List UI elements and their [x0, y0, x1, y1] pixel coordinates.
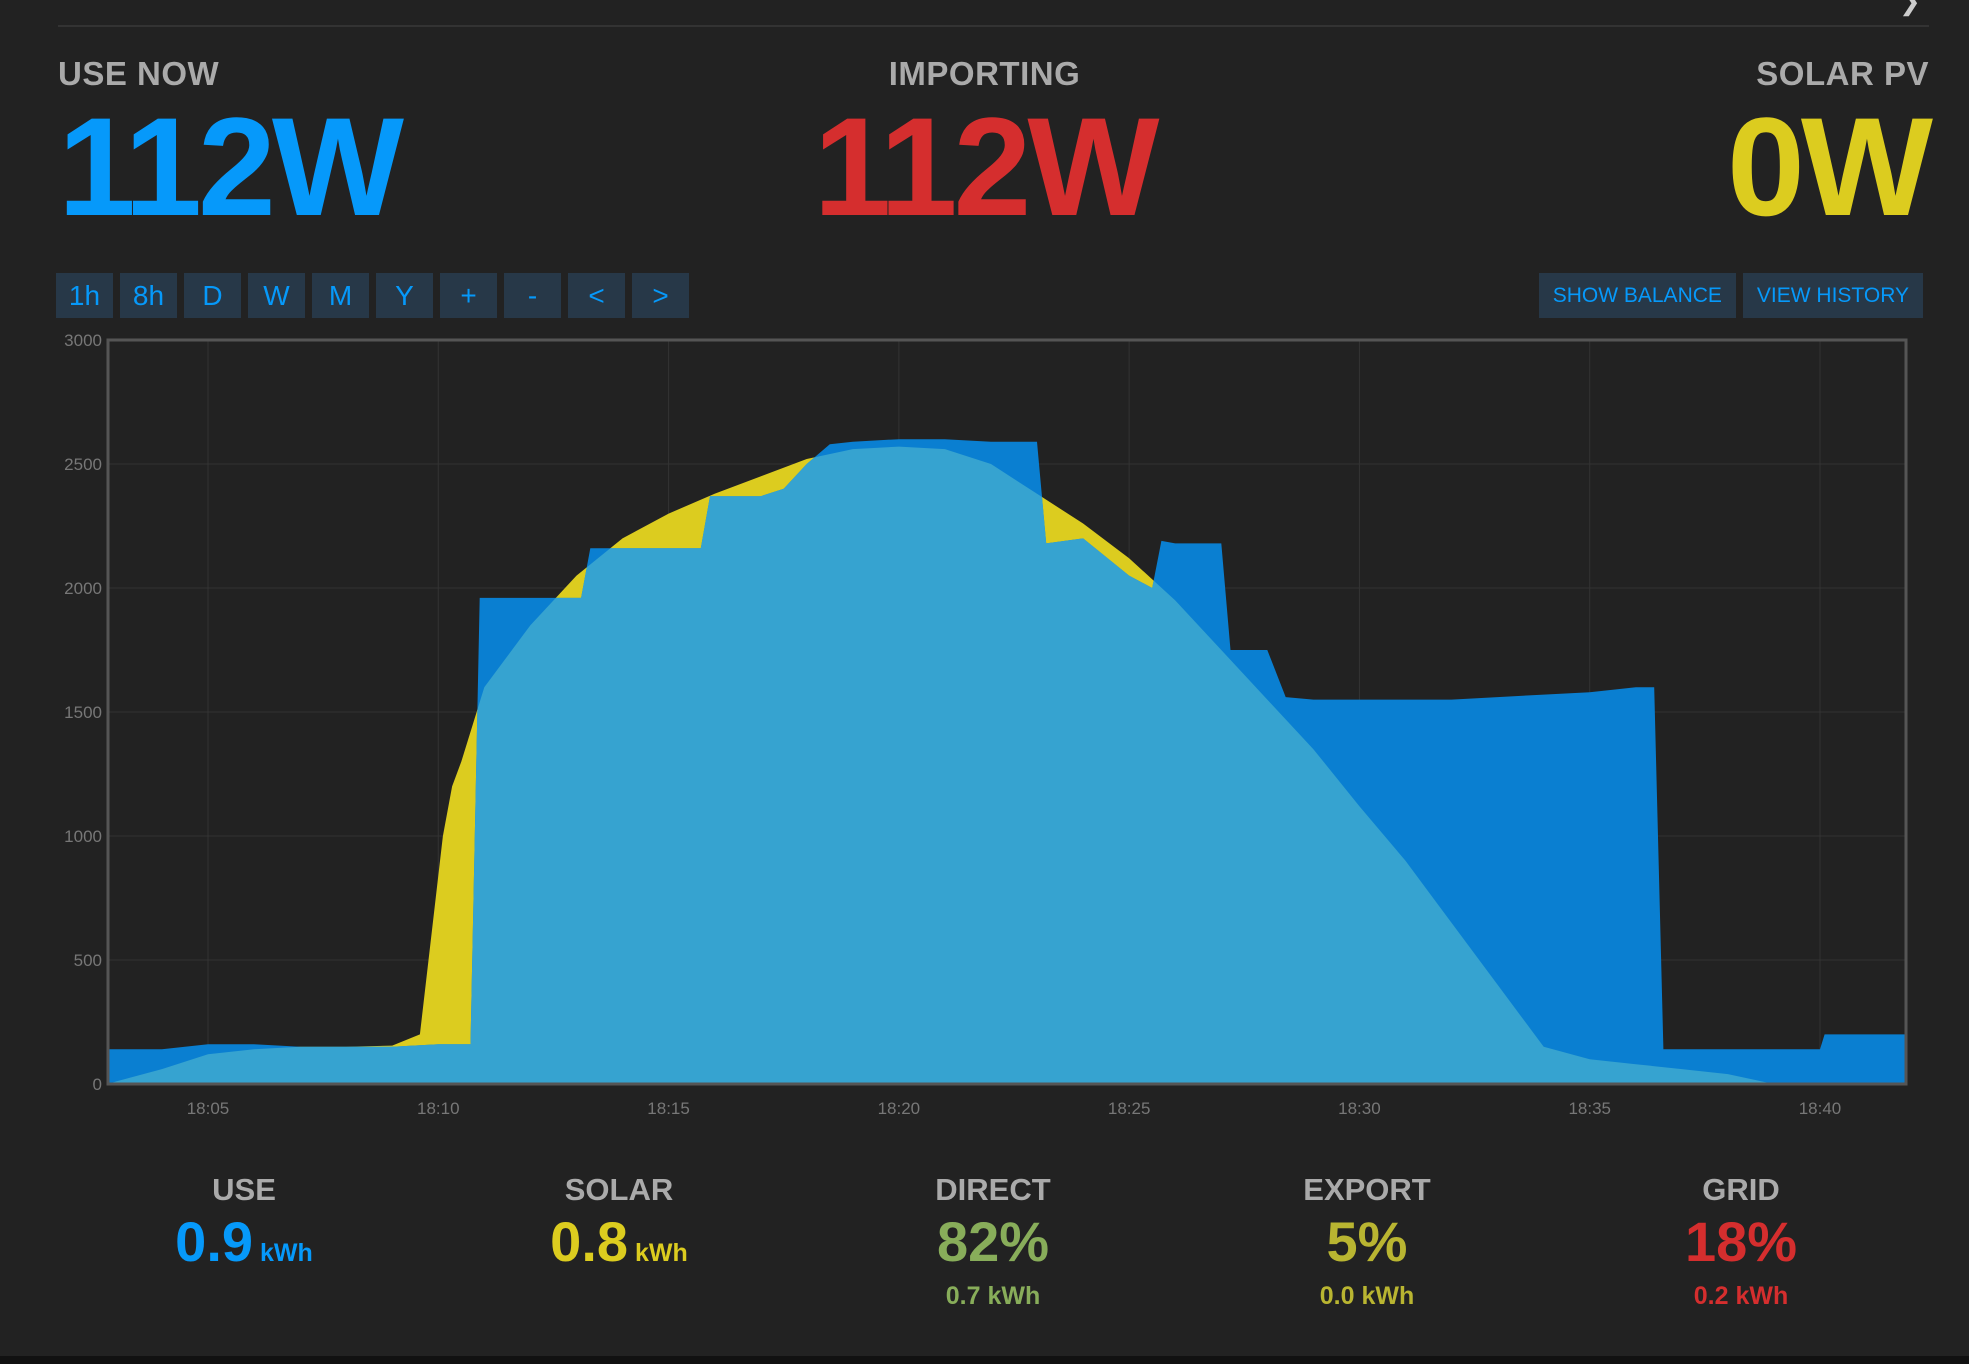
time-range-toolbar: 1h 8h D W M Y + - < > [56, 273, 696, 318]
y-tick-label: 2000 [64, 579, 102, 598]
range-day-button[interactable]: D [184, 273, 241, 318]
x-tick-label: 18:25 [1108, 1099, 1151, 1118]
view-toolbar: SHOW BALANCE VIEW HISTORY [1532, 273, 1923, 318]
summary-solar-label: SOLAR [564, 1172, 674, 1207]
summary-use-value: 0.9 [175, 1210, 254, 1273]
y-tick-label: 1000 [64, 827, 102, 846]
x-tick-label: 18:15 [647, 1099, 690, 1118]
summary-direct-value: 82% [936, 1210, 1050, 1273]
summary-direct-label: DIRECT [935, 1172, 1051, 1207]
bottom-bar [0, 1356, 1969, 1364]
solar-pv-stat: SOLAR PV 0W [1727, 55, 1933, 245]
plot-border [106, 338, 1908, 1086]
use-now-label: USE NOW [58, 55, 220, 92]
summary-grid-sub: 0.2 kWh [1693, 1282, 1789, 1310]
summary-export: EXPORT 5% 0.0 kWh [1217, 1172, 1517, 1311]
x-tick-label: 18:10 [417, 1099, 460, 1118]
view-history-button[interactable]: VIEW HISTORY [1742, 273, 1923, 318]
summary-export-sub: 0.0 kWh [1319, 1282, 1415, 1310]
summary-solar: SOLAR 0.8 kWh [469, 1172, 769, 1270]
x-tick-label: 18:40 [1799, 1099, 1842, 1118]
range-week-button[interactable]: W [248, 273, 305, 318]
x-tick-label: 18:05 [187, 1099, 230, 1118]
importing-stat: IMPORTING 112W [0, 55, 1969, 237]
summary-solar-value: 0.8 [550, 1210, 629, 1273]
y-tick-label: 1500 [64, 703, 102, 722]
summary-grid: GRID 18% 0.2 kWh [1591, 1172, 1891, 1311]
summary-use-unit: kWh [260, 1239, 313, 1267]
summary-solar-unit: kWh [635, 1239, 688, 1267]
solar-pv-label: SOLAR PV [1756, 55, 1929, 92]
summary-grid-value: 18% [1684, 1210, 1798, 1273]
summary-solar-value-row: 0.8 kWh [469, 1214, 769, 1270]
summary-use: USE 0.9 kWh [94, 1172, 394, 1270]
solar-pv-value: 0W [1727, 88, 1933, 245]
x-tick-label: 18:20 [878, 1099, 921, 1118]
power-chart[interactable]: 0 500 1000 1500 2000 2500 3000 18:05 18:10 18:15 1… [0, 0, 1969, 1140]
x-tick-label: 18:30 [1338, 1099, 1381, 1118]
importing-value: 112W [813, 88, 1160, 245]
summary-direct-sub: 0.7 kWh [945, 1282, 1041, 1310]
pan-right-button[interactable]: > [632, 273, 689, 318]
y-tick-label: 2500 [64, 455, 102, 474]
top-divider [58, 25, 1929, 27]
y-tick-label: 500 [74, 951, 102, 970]
importing-label: IMPORTING [888, 55, 1081, 92]
range-8h-button[interactable]: 8h [120, 273, 177, 318]
use-now-stat: USE NOW 112W [58, 55, 404, 245]
summary-grid-label: GRID [1702, 1172, 1780, 1207]
x-tick-label: 18:35 [1568, 1099, 1611, 1118]
pan-left-button[interactable]: < [568, 273, 625, 318]
summary-export-label: EXPORT [1303, 1172, 1431, 1207]
summary-direct: DIRECT 82% 0.7 kWh [843, 1172, 1143, 1311]
zoom-in-button[interactable]: + [440, 273, 497, 318]
range-month-button[interactable]: M [312, 273, 369, 318]
summary-use-value-row: 0.9 kWh [94, 1214, 394, 1270]
show-balance-button[interactable]: SHOW BALANCE [1538, 273, 1736, 318]
zoom-out-button[interactable]: - [504, 273, 561, 318]
y-tick-label: 3000 [64, 331, 102, 350]
range-year-button[interactable]: Y [376, 273, 433, 318]
y-tick-label: 0 [93, 1075, 102, 1094]
range-1h-button[interactable]: 1h [56, 273, 113, 318]
summary-export-value: 5% [1326, 1210, 1408, 1273]
summary-use-label: USE [212, 1172, 276, 1207]
use-now-value: 112W [58, 88, 404, 245]
